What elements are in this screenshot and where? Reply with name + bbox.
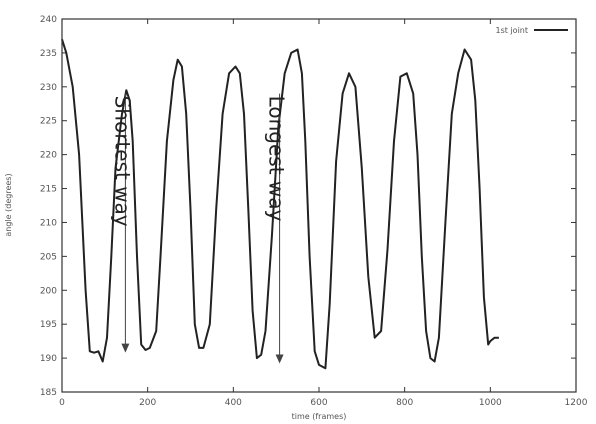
legend: 1st joint (496, 26, 568, 35)
y-tick-label-210: 210 (40, 218, 57, 228)
y-tick-label-195: 195 (40, 320, 57, 330)
series-layer (61, 38, 499, 370)
x-tick-label-0: 0 (59, 398, 65, 408)
annotation-arrowhead-1 (121, 343, 130, 353)
y-tick-label-220: 220 (40, 151, 57, 161)
y-tick-label-215: 215 (40, 185, 57, 195)
annotation-label-2: Longest way (265, 96, 289, 222)
x-axis-ticks: 0 200 400 600 800 1000 1200 (59, 19, 588, 408)
x-tick-label-400: 400 (225, 398, 242, 408)
annotation-label-1: Shortest way (110, 96, 134, 227)
annotation-layer: Shortest way Longest way (110, 93, 289, 364)
x-tick-label-1000: 1000 (479, 398, 502, 408)
y-axis-label: angle (degrees) (4, 173, 13, 236)
x-tick-label-600: 600 (310, 398, 327, 408)
y-axis-ticks: 185 190 195 200 205 210 215 220 225 230 235 240 (40, 15, 576, 398)
y-tick-label-230: 230 (40, 83, 57, 93)
x-tick-label-1200: 1200 (565, 398, 588, 408)
legend-label-1st-joint: 1st joint (496, 26, 528, 35)
y-tick-label-205: 205 (40, 252, 57, 262)
y-tick-label-225: 225 (40, 117, 57, 127)
plot-frame (61, 18, 577, 393)
y-tick-label-190: 190 (40, 354, 57, 364)
y-tick-label-185: 185 (40, 388, 57, 398)
y-tick-label-200: 200 (40, 286, 57, 296)
x-axis-label: time (frames) (292, 412, 347, 421)
annotation-arrowhead-2 (275, 354, 284, 364)
y-tick-label-235: 235 (40, 49, 57, 59)
x-tick-label-200: 200 (139, 398, 156, 408)
y-tick-label-240: 240 (40, 15, 57, 25)
series-line-1 (61, 38, 499, 370)
x-tick-label-800: 800 (396, 398, 413, 408)
